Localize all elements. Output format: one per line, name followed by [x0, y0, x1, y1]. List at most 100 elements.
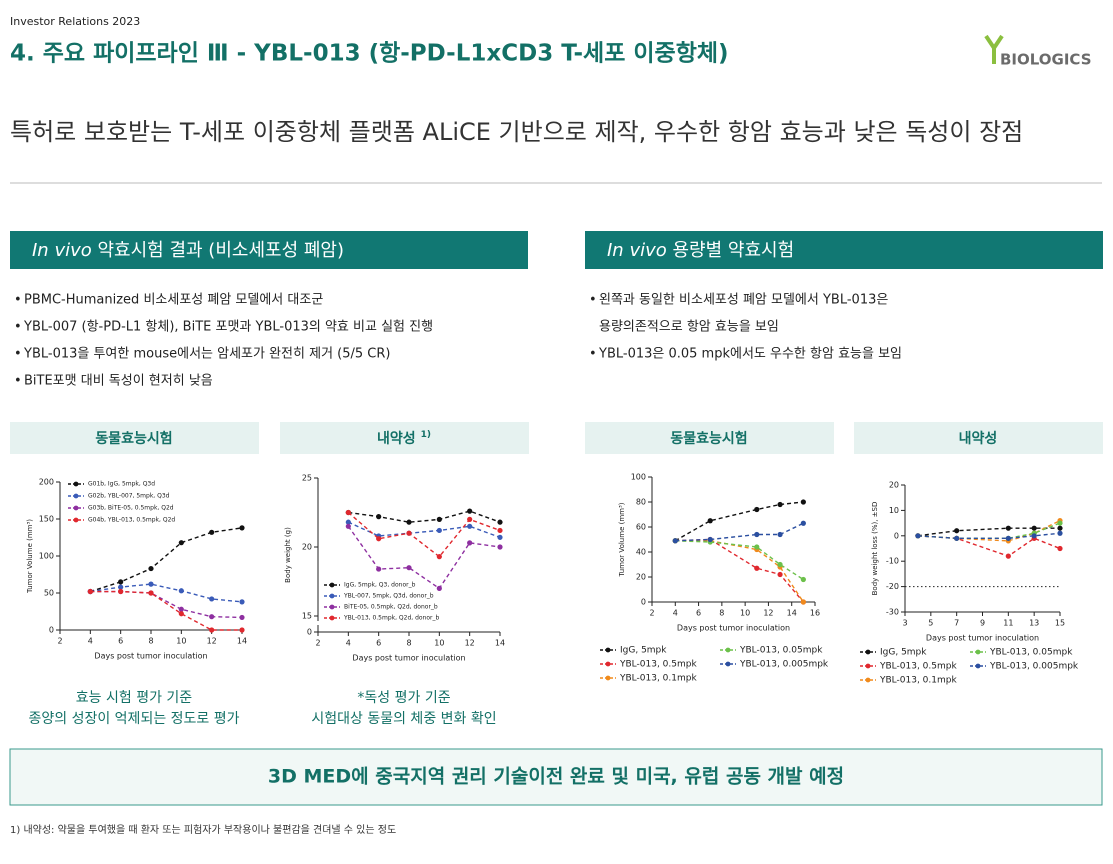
y-tick-label: 60: [636, 523, 646, 532]
data-point: [118, 588, 124, 595]
axis-break: [314, 621, 322, 625]
series-line: [90, 590, 242, 631]
bullet: YBL-013은 0.05 mpk에서도 우수한 항암 효능을 보임: [598, 347, 902, 362]
legend-label: YBL-013, 0.5mpk: [879, 662, 957, 672]
series-line: [675, 540, 804, 581]
logo: BIOLOGICS: [1000, 51, 1092, 69]
legend-marker: [865, 663, 871, 669]
data-point: [239, 614, 245, 621]
section-bar: [585, 231, 1103, 269]
data-point: [376, 566, 382, 572]
data-point: [707, 518, 713, 524]
x-tick-label: 8: [406, 639, 411, 648]
y-axis-label: Tumor Volume (mm³): [618, 502, 626, 577]
legend-marker: [329, 615, 335, 621]
legend-marker: [329, 604, 335, 610]
title: 4. 주요 파이프라인 Ⅲ - YBL-013 (항-PD-L1xCD3 T-세…: [10, 41, 729, 67]
y-tick-label: -20: [886, 582, 899, 591]
data-point: [1005, 525, 1011, 531]
x-tick-label: 4: [346, 639, 351, 648]
data-point: [800, 576, 806, 583]
data-point: [777, 531, 783, 538]
legend-label: IgG, 5mpk: [880, 648, 927, 658]
legend-label: YBL-013, 0.1mpk: [879, 676, 957, 686]
x-tick-label: 6: [376, 639, 381, 648]
data-point: [345, 519, 351, 525]
series-line: [348, 510, 501, 523]
data-point: [345, 509, 351, 516]
banner-box: [9, 748, 1103, 806]
y-tick-label: 150: [39, 515, 54, 524]
data-point: [178, 606, 184, 612]
bullet-dot: •: [14, 293, 22, 308]
legend-label: YBL-013, 0.005mpk: [989, 662, 1079, 672]
data-point: [406, 519, 412, 525]
data-point: [915, 533, 921, 539]
x-tick-label: 13: [1029, 619, 1039, 628]
data-point: [497, 527, 503, 534]
x-tick-label: 7: [954, 619, 959, 628]
section-title-text: 용량별 약효시험: [673, 240, 795, 261]
data-point: [954, 528, 960, 534]
x-tick-label: 8: [719, 609, 724, 618]
x-tick-label: 12: [763, 609, 773, 618]
data-point: [87, 588, 93, 595]
y-tick-label: 25: [302, 474, 312, 483]
data-point: [209, 529, 215, 535]
legend-marker: [73, 493, 79, 499]
x-tick-label: 6: [696, 609, 701, 618]
data-point: [209, 614, 215, 620]
legend-marker: [725, 647, 731, 653]
series-line: [675, 522, 804, 542]
y-tick-label: -10: [886, 557, 899, 566]
legend-label: IgG, 5mpk, Q3, donor_b: [344, 582, 416, 589]
data-point: [436, 527, 442, 534]
section-title: In vivo 약효시험 결과 (비소세포성 폐암): [32, 240, 344, 261]
panel-title-text: 내약성: [377, 430, 416, 447]
footnote-ref: 1): [421, 430, 431, 440]
y-tick-label: 15: [302, 612, 312, 621]
legend-marker: [329, 582, 335, 588]
x-tick-label: 5: [928, 619, 933, 628]
y-tick-label: 0: [49, 626, 54, 635]
data-point: [707, 536, 713, 543]
data-point: [754, 544, 760, 550]
data-point: [800, 499, 806, 505]
y-tick-label: 20: [636, 573, 646, 582]
data-point: [1005, 535, 1011, 541]
series-line: [347, 525, 501, 590]
x-tick-label: 2: [315, 639, 320, 648]
bullet-dot: •: [14, 347, 22, 362]
legend-label: G04b, YBL-013, 0.5mpk, Q2d: [88, 517, 175, 524]
data-point: [1031, 525, 1037, 531]
data-point: [800, 520, 806, 526]
y-tick-label: 40: [636, 548, 646, 557]
data-point: [467, 540, 473, 546]
x-tick-label: 4: [88, 637, 93, 646]
data-point: [754, 531, 760, 538]
y-tick-label: 100: [631, 473, 646, 482]
y-tick-label: 0: [641, 598, 646, 607]
x-tick-label: 14: [495, 639, 505, 648]
y-axis-label: Tumor Volume (mm³): [26, 519, 34, 594]
data-point: [1057, 520, 1063, 526]
data-point: [209, 627, 215, 633]
data-point: [436, 585, 442, 592]
data-point: [467, 508, 473, 514]
data-point: [406, 530, 412, 536]
x-tick-label: 12: [465, 639, 475, 648]
data-point: [954, 535, 960, 541]
series-line: [917, 519, 1061, 542]
legend-marker: [73, 517, 79, 523]
x-tick-label: 14: [237, 637, 247, 646]
bullet: 왼쪽과 동일한 비소세포성 폐암 모델에서 YBL-013은: [599, 293, 888, 308]
section-title-italic: In vivo: [32, 240, 92, 261]
legend-marker: [865, 649, 871, 655]
bullet: YBL-013을 투여한 mouse에서는 암세포가 완전히 제거 (5/5 C…: [23, 347, 390, 362]
bullet: PBMC-Humanized 비소세포성 폐암 모델에서 대조군: [24, 293, 323, 308]
series-line: [674, 501, 804, 542]
legend-label: YBL-013, 0.5mpk, Q2d, donor_b: [343, 615, 440, 622]
y-tick-label: 100: [39, 552, 54, 561]
y-axis-label: Body weight (g): [284, 527, 292, 583]
